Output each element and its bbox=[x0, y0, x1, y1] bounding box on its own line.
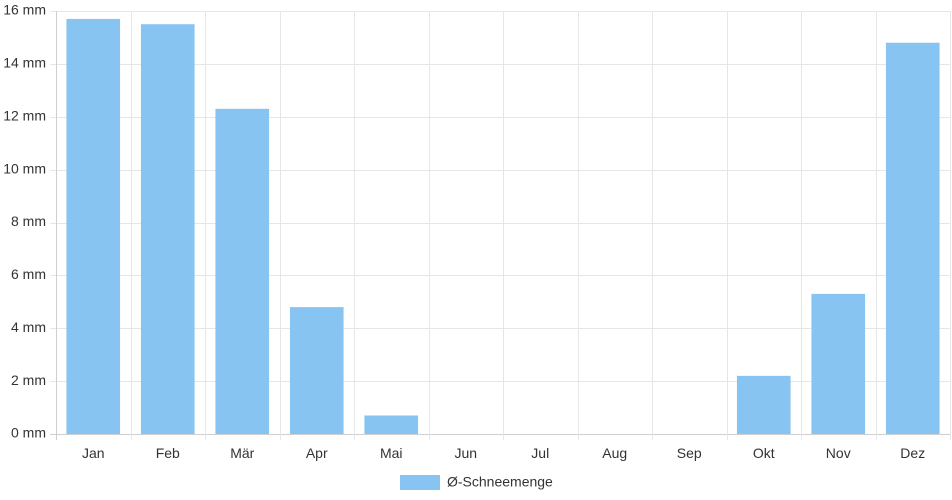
y-tick-label: 16 mm bbox=[3, 2, 46, 18]
x-tick-label: Aug bbox=[602, 445, 627, 461]
bar-apr bbox=[289, 307, 344, 434]
bar-dez bbox=[885, 42, 940, 434]
y-tick-label: 10 mm bbox=[3, 160, 46, 176]
x-tick-label: Nov bbox=[826, 445, 851, 461]
bar-okt bbox=[736, 375, 791, 434]
x-tick-label: Apr bbox=[306, 445, 328, 461]
x-tick-label: Mär bbox=[230, 445, 254, 461]
y-tick-label: 0 mm bbox=[11, 425, 46, 441]
y-tick-label: 8 mm bbox=[11, 213, 46, 229]
x-tick-label: Dez bbox=[900, 445, 925, 461]
y-tick-label: 6 mm bbox=[11, 266, 46, 282]
legend[interactable]: Ø-Schneemenge bbox=[400, 474, 553, 490]
y-tick-label: 2 mm bbox=[11, 372, 46, 388]
y-tick-label: 14 mm bbox=[3, 55, 46, 71]
bar-jan bbox=[66, 18, 121, 435]
x-tick-label: Okt bbox=[753, 445, 775, 461]
x-tick-label: Feb bbox=[156, 445, 180, 461]
bar-mär bbox=[215, 108, 270, 434]
y-tick-label: 4 mm bbox=[11, 319, 46, 335]
bar-nov bbox=[811, 293, 866, 434]
x-tick-label: Sep bbox=[677, 445, 702, 461]
legend-swatch[interactable] bbox=[400, 475, 440, 490]
x-tick-label: Jan bbox=[82, 445, 105, 461]
y-tick-label: 12 mm bbox=[3, 107, 46, 123]
grid-lines bbox=[50, 11, 951, 440]
bar-mai bbox=[364, 415, 419, 434]
x-tick-label: Jul bbox=[531, 445, 549, 461]
bar-feb bbox=[140, 24, 195, 434]
x-tick-label: Jun bbox=[454, 445, 477, 461]
x-tick-label: Mai bbox=[380, 445, 403, 461]
legend-label[interactable]: Ø-Schneemenge bbox=[447, 474, 553, 490]
bars bbox=[66, 18, 940, 435]
y-axis-labels: 0 mm 2 mm 4 mm 6 mm 8 mm 10 mm 12 mm 14 mm 16 mm bbox=[3, 2, 46, 441]
x-axis-labels: Jan Feb Mär Apr Mai Jun Jul Aug Sep Okt Nov Dez bbox=[82, 445, 925, 461]
